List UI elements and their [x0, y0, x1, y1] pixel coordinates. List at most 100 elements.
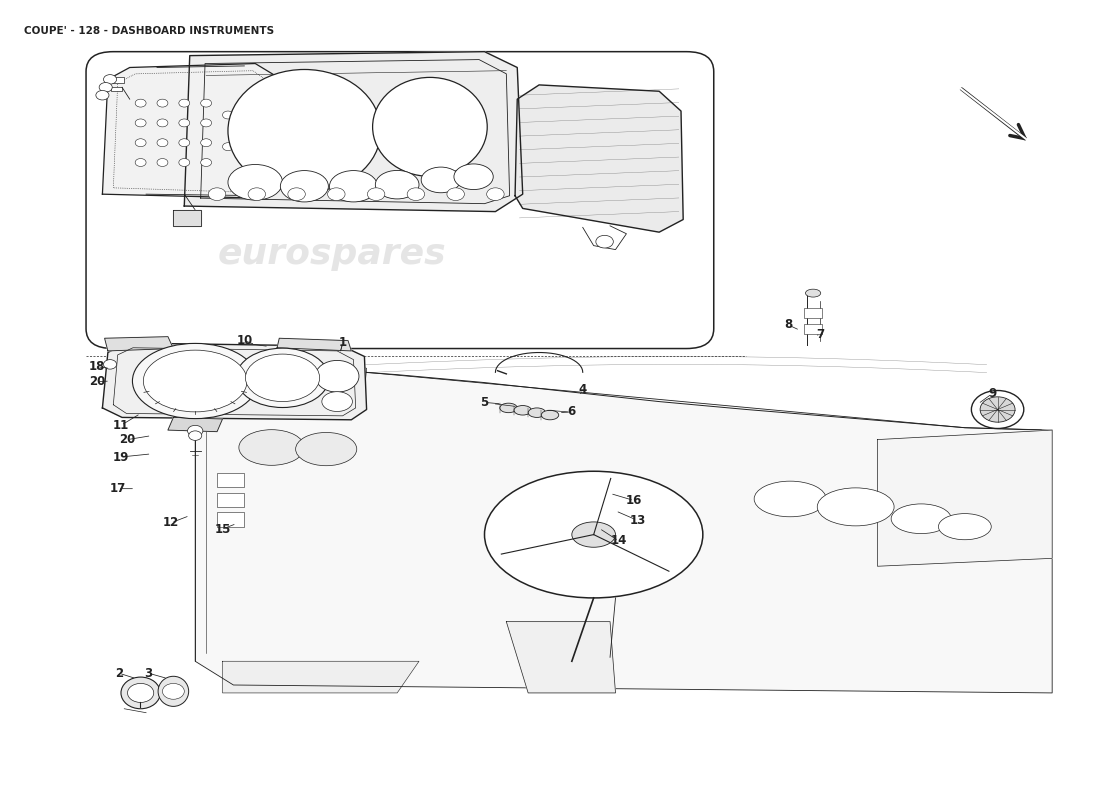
- Circle shape: [163, 683, 185, 699]
- Text: 10: 10: [236, 334, 253, 347]
- Circle shape: [249, 188, 265, 201]
- Text: 15: 15: [214, 522, 231, 535]
- Circle shape: [596, 235, 614, 248]
- Text: 11: 11: [113, 419, 129, 432]
- Text: 19: 19: [113, 450, 129, 463]
- Circle shape: [288, 188, 306, 201]
- Circle shape: [128, 683, 154, 702]
- Bar: [217, 473, 244, 487]
- Ellipse shape: [322, 392, 352, 411]
- Ellipse shape: [330, 170, 377, 202]
- Circle shape: [447, 188, 464, 201]
- Ellipse shape: [514, 406, 531, 415]
- Polygon shape: [277, 338, 351, 351]
- Circle shape: [200, 119, 211, 127]
- Text: 12: 12: [163, 516, 179, 530]
- Polygon shape: [506, 622, 616, 693]
- Circle shape: [157, 158, 168, 166]
- Ellipse shape: [755, 481, 826, 517]
- Circle shape: [179, 119, 189, 127]
- Circle shape: [208, 188, 226, 201]
- Circle shape: [200, 138, 211, 146]
- Text: eurospares: eurospares: [218, 237, 446, 270]
- Circle shape: [367, 188, 385, 201]
- Ellipse shape: [228, 70, 381, 192]
- Polygon shape: [222, 662, 419, 693]
- Text: 5: 5: [481, 396, 488, 409]
- Circle shape: [96, 90, 109, 100]
- Circle shape: [179, 158, 189, 166]
- Circle shape: [179, 99, 189, 107]
- Polygon shape: [185, 52, 522, 211]
- Ellipse shape: [158, 676, 189, 706]
- Ellipse shape: [228, 165, 283, 200]
- Ellipse shape: [891, 504, 952, 534]
- Bar: [111, 86, 122, 91]
- Ellipse shape: [375, 170, 419, 199]
- Circle shape: [222, 142, 233, 150]
- Circle shape: [222, 111, 233, 119]
- Bar: [804, 308, 822, 318]
- Text: 6: 6: [568, 406, 576, 418]
- Ellipse shape: [541, 410, 559, 420]
- Polygon shape: [878, 430, 1053, 566]
- Ellipse shape: [971, 390, 1024, 429]
- Text: 8: 8: [784, 318, 792, 331]
- Text: COUPE' - 128 - DASHBOARD INSTRUMENTS: COUPE' - 128 - DASHBOARD INSTRUMENTS: [24, 26, 274, 36]
- Circle shape: [157, 119, 168, 127]
- Circle shape: [244, 111, 255, 119]
- Text: 14: 14: [610, 534, 627, 547]
- Circle shape: [233, 127, 244, 134]
- Ellipse shape: [143, 350, 248, 412]
- Text: 4: 4: [579, 383, 587, 396]
- Ellipse shape: [454, 164, 493, 190]
- Ellipse shape: [296, 433, 356, 466]
- Circle shape: [179, 138, 189, 146]
- Polygon shape: [195, 357, 1053, 693]
- Ellipse shape: [280, 170, 329, 202]
- Circle shape: [135, 119, 146, 127]
- Circle shape: [189, 431, 201, 440]
- Text: 20: 20: [120, 433, 135, 446]
- Text: 1: 1: [339, 336, 346, 349]
- Text: 13: 13: [629, 514, 646, 527]
- Ellipse shape: [236, 348, 329, 407]
- Polygon shape: [515, 85, 683, 232]
- Text: 9: 9: [988, 387, 997, 400]
- Circle shape: [157, 138, 168, 146]
- Ellipse shape: [805, 289, 821, 297]
- Ellipse shape: [817, 488, 894, 526]
- Bar: [217, 513, 244, 526]
- Ellipse shape: [938, 514, 991, 540]
- Text: 2: 2: [114, 666, 123, 680]
- Circle shape: [135, 138, 146, 146]
- Text: 16: 16: [626, 494, 642, 507]
- Bar: [111, 77, 124, 83]
- Text: 17: 17: [110, 482, 125, 495]
- Text: 7: 7: [816, 328, 825, 341]
- Ellipse shape: [528, 408, 546, 418]
- Bar: [217, 493, 244, 507]
- Ellipse shape: [499, 403, 517, 413]
- Polygon shape: [102, 343, 366, 420]
- Ellipse shape: [245, 354, 320, 402]
- Text: 20: 20: [89, 375, 106, 388]
- Circle shape: [200, 158, 211, 166]
- Ellipse shape: [421, 167, 461, 193]
- Circle shape: [200, 99, 211, 107]
- Text: 18: 18: [89, 360, 106, 374]
- Polygon shape: [168, 418, 222, 432]
- Circle shape: [407, 188, 425, 201]
- Ellipse shape: [316, 361, 359, 392]
- Circle shape: [135, 158, 146, 166]
- Polygon shape: [104, 337, 174, 351]
- Ellipse shape: [484, 471, 703, 598]
- Circle shape: [188, 426, 202, 437]
- Ellipse shape: [121, 677, 161, 709]
- Circle shape: [486, 188, 504, 201]
- Ellipse shape: [572, 522, 616, 547]
- Circle shape: [103, 360, 117, 369]
- Circle shape: [135, 99, 146, 107]
- Circle shape: [157, 99, 168, 107]
- Ellipse shape: [373, 78, 487, 176]
